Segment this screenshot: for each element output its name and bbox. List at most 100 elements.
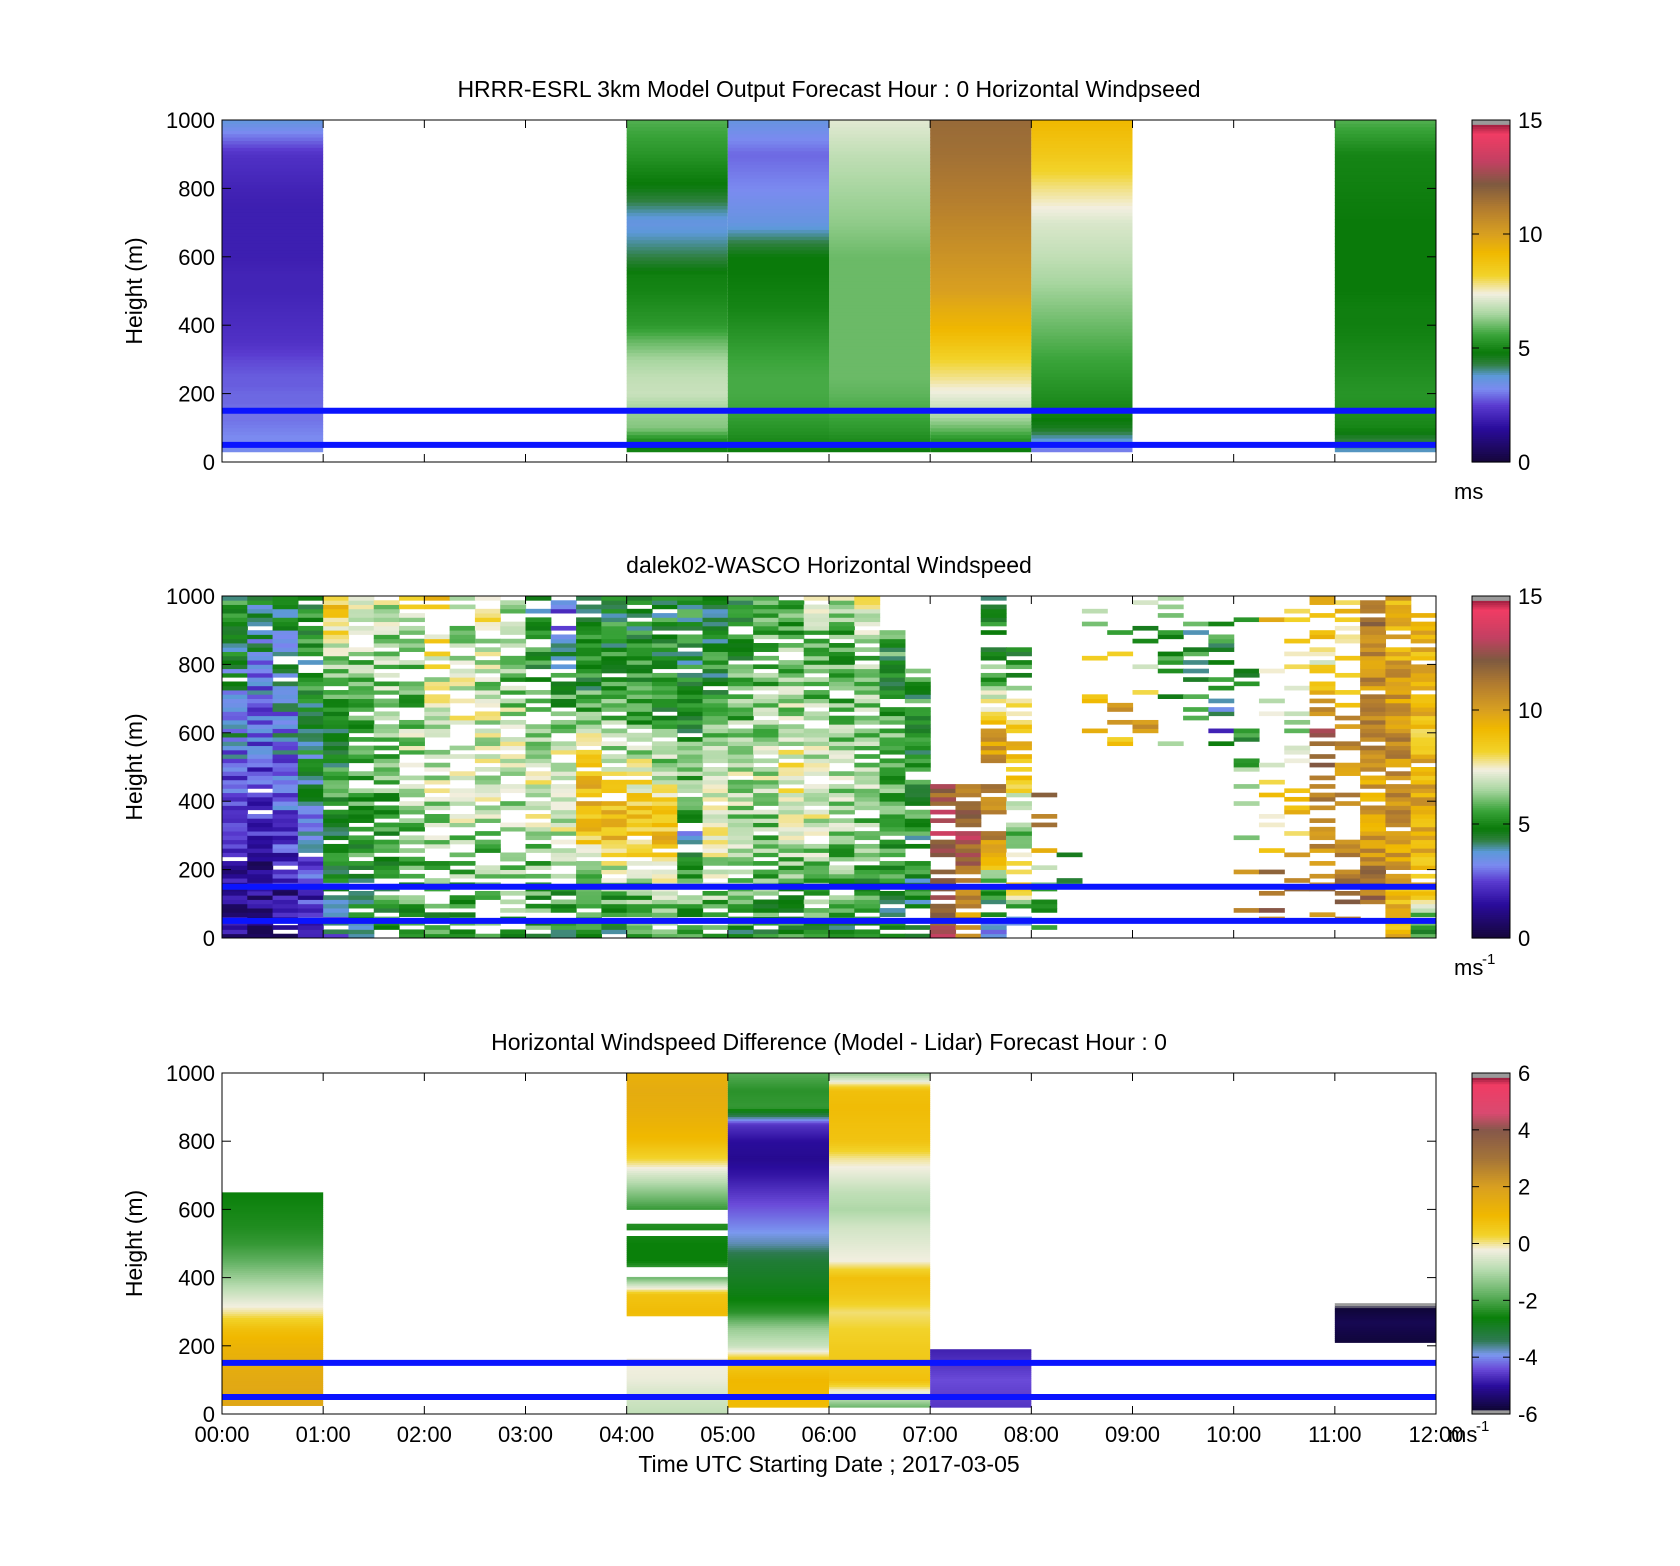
heatmap-cell — [753, 749, 780, 755]
colorbar-swatch — [1472, 1226, 1510, 1230]
heatmap-cell — [829, 321, 931, 326]
heatmap-cell — [222, 1245, 324, 1249]
colorbar-swatch — [1472, 177, 1510, 181]
colorbar-swatch — [1472, 421, 1510, 425]
heatmap-cell — [829, 1337, 931, 1341]
heatmap-cell — [677, 749, 704, 755]
colorbar-swatch — [1472, 310, 1510, 313]
heatmap-cell — [1031, 848, 1058, 853]
heatmap-cell — [829, 253, 931, 258]
heatmap-cell — [829, 208, 931, 213]
heatmap-cell — [879, 814, 906, 819]
colorbar-swatch — [1472, 610, 1510, 614]
heatmap-cell — [348, 604, 375, 610]
heatmap-cell — [778, 771, 805, 776]
heatmap-cell — [727, 1178, 829, 1181]
heatmap-cell — [1360, 707, 1387, 712]
heatmap-cell — [1031, 164, 1133, 169]
heatmap-cell — [904, 685, 931, 691]
heatmap-cell — [727, 198, 829, 203]
heatmap-cell — [474, 933, 501, 939]
heatmap-cell — [550, 929, 577, 935]
heatmap-cell — [500, 801, 527, 806]
heatmap-cell — [576, 805, 602, 811]
heatmap-cell — [247, 899, 274, 905]
heatmap-cell — [727, 1241, 829, 1244]
colorbar-swatch — [1472, 408, 1510, 412]
colorbar-swatch — [1472, 728, 1510, 732]
heatmap-cell — [424, 822, 451, 828]
heatmap-cell — [1360, 792, 1387, 798]
heatmap-cell — [1334, 133, 1436, 138]
colorbar-swatch — [1472, 916, 1510, 920]
heatmap-cell — [222, 1315, 324, 1318]
heatmap-cell — [297, 835, 324, 841]
heatmap-cell — [348, 596, 375, 601]
heatmap-cell — [829, 366, 931, 371]
heatmap-cell — [626, 1285, 728, 1288]
heatmap-cell — [373, 831, 400, 836]
heatmap-cell — [525, 771, 552, 776]
heatmap-cell — [727, 1223, 829, 1226]
heatmap-cell — [829, 314, 931, 319]
heatmap-cell — [829, 1304, 931, 1308]
heatmap-cell — [1360, 732, 1387, 738]
heatmap-cell — [677, 839, 704, 845]
heatmap-cell — [525, 732, 552, 738]
colorbar-swatch — [1472, 1343, 1510, 1347]
heatmap-cell — [222, 728, 248, 734]
heatmap-cell — [829, 1206, 931, 1210]
heatmap-cell — [1006, 792, 1032, 798]
heatmap-cell — [727, 1335, 829, 1339]
heatmap-cell — [727, 120, 829, 124]
heatmap-cell — [474, 681, 501, 687]
heatmap-cell — [323, 737, 350, 742]
heatmap-cell — [1031, 291, 1133, 295]
heatmap-cell — [272, 843, 299, 849]
heatmap-cell — [222, 420, 324, 425]
heatmap-cell — [1006, 647, 1032, 652]
heatmap-cell — [323, 762, 350, 768]
heatmap-cell — [1410, 848, 1437, 853]
heatmap-cell — [1031, 359, 1133, 364]
heatmap-cell — [727, 1341, 829, 1345]
heatmap-cell — [1334, 161, 1436, 165]
heatmap-cell — [1258, 869, 1285, 875]
heatmap-cell — [727, 878, 754, 883]
heatmap-cell — [727, 328, 829, 333]
heatmap-cell — [829, 212, 931, 217]
heatmap-cell — [626, 1125, 728, 1129]
heatmap-cell — [1334, 366, 1436, 371]
heatmap-cell — [222, 1192, 324, 1194]
heatmap-cell — [829, 349, 931, 354]
heatmap-cell — [626, 431, 728, 436]
heatmap-cell — [626, 818, 653, 823]
heatmap-cell — [626, 762, 653, 768]
heatmap-cell — [854, 672, 881, 678]
heatmap-cell — [601, 899, 628, 905]
heatmap-cell — [753, 724, 780, 729]
heatmap-cell — [601, 655, 628, 661]
heatmap-cell — [550, 788, 577, 794]
heatmap-cell — [222, 1249, 324, 1253]
heatmap-cell — [930, 188, 1032, 193]
heatmap-cell — [829, 1159, 931, 1163]
heatmap-cell — [702, 745, 729, 751]
heatmap-cell — [272, 630, 299, 635]
heatmap-cell — [980, 784, 1007, 789]
colorbar-swatch — [1472, 278, 1510, 281]
heatmap-cell — [879, 647, 906, 652]
colorbar-swatch — [1472, 331, 1510, 335]
heatmap-cell — [829, 1378, 931, 1382]
heatmap-cell — [1360, 852, 1387, 858]
heatmap-cell — [1334, 205, 1436, 210]
heatmap-cell — [1132, 728, 1159, 734]
heatmap-cell — [702, 818, 729, 823]
heatmap-cell — [1360, 655, 1387, 661]
heatmap-cell — [222, 1325, 324, 1329]
heatmap-cell — [247, 664, 274, 670]
heatmap-cell — [525, 801, 552, 806]
heatmap-cell — [1360, 831, 1387, 836]
heatmap-cell — [222, 164, 324, 169]
heatmap-cell — [424, 664, 451, 670]
